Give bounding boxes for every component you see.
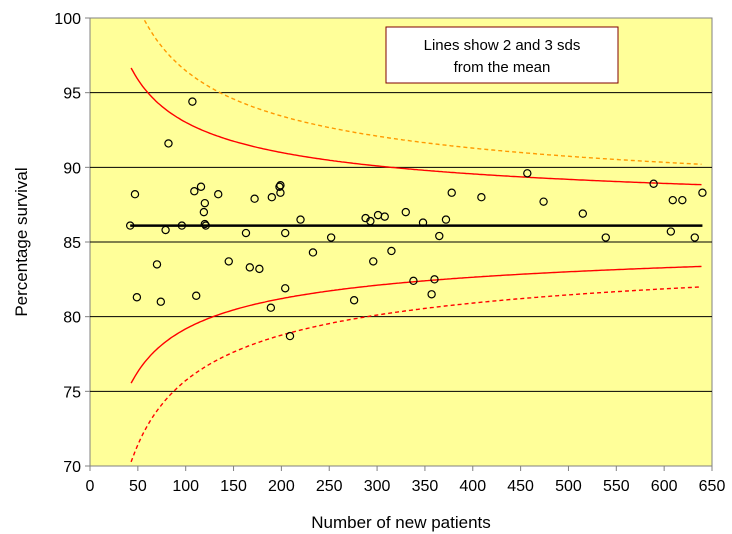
x-tick-label: 550 [603, 478, 630, 495]
data-point [196, 182, 206, 191]
data-point [447, 188, 456, 197]
annotation-line-2: from the mean [454, 59, 551, 76]
data-point [276, 181, 285, 190]
data-point [164, 139, 173, 148]
data-point [192, 291, 201, 300]
data-point [161, 225, 170, 235]
data-point [266, 303, 276, 312]
data-point [241, 228, 251, 238]
data-point [326, 233, 336, 242]
data-point [188, 97, 197, 106]
data-point [190, 187, 199, 196]
data-point [200, 198, 210, 208]
x-axis: 0 50 100 150 200 250 300 350 400 450 500 550 600 650 [86, 466, 726, 495]
data-point [690, 233, 699, 242]
y-tick-label: 80 [63, 310, 81, 327]
data-point [199, 207, 209, 217]
y-axis: 70 75 80 85 90 95 100 [54, 11, 90, 476]
data-point [698, 188, 707, 197]
data-point [409, 276, 418, 286]
data-point [430, 275, 439, 284]
y-tick-label: 90 [63, 160, 81, 177]
data-point [250, 194, 259, 203]
x-tick-label: 50 [129, 478, 147, 495]
annotation-line-1: Lines show 2 and 3 sds [424, 37, 581, 54]
data-point [296, 215, 305, 224]
data-point [132, 293, 142, 302]
data-point [427, 290, 436, 299]
x-tick-label: 200 [268, 478, 295, 495]
data-point [267, 192, 277, 202]
x-tick-label: 450 [507, 478, 534, 495]
data-point [200, 219, 210, 229]
data-point [201, 221, 210, 230]
data-point [523, 169, 532, 178]
x-tick-label: 150 [220, 478, 247, 495]
data-point [255, 264, 264, 274]
data-point [435, 231, 444, 241]
data-point [539, 197, 548, 206]
y-tick-label: 70 [63, 459, 81, 476]
x-tick-label: 500 [555, 478, 582, 495]
gridlines [90, 92, 712, 392]
data-points [125, 97, 707, 341]
x-tick-label: 400 [459, 478, 486, 495]
limit-curve-upper-3sd [143, 19, 702, 165]
data-point [578, 209, 588, 218]
data-point [387, 246, 396, 256]
data-point [418, 218, 428, 227]
data-point [275, 182, 284, 191]
limit-curves [130, 19, 702, 463]
x-tick-label: 600 [651, 478, 678, 495]
y-tick-label: 100 [54, 11, 81, 28]
data-point [245, 263, 255, 272]
data-point [477, 192, 486, 202]
data-point [369, 257, 378, 266]
data-point [666, 227, 676, 236]
x-axis-label: Number of new patients [311, 513, 491, 532]
data-point [152, 260, 162, 269]
data-point [366, 216, 375, 226]
x-tick-label: 300 [364, 478, 391, 495]
x-tick-label: 0 [86, 478, 95, 495]
limit-curve-upper-2sd [130, 67, 702, 186]
data-point [281, 228, 290, 238]
x-tick-label: 250 [316, 478, 343, 495]
data-point [214, 190, 223, 199]
data-point [349, 296, 359, 305]
data-point [281, 284, 290, 293]
data-point [601, 233, 610, 242]
y-axis-label: Percentage survival [12, 167, 31, 316]
data-point [441, 215, 451, 224]
data-point [678, 195, 687, 205]
data-point [668, 195, 677, 205]
y-tick-label: 85 [63, 235, 81, 252]
data-point [401, 207, 410, 217]
x-tick-label: 100 [172, 478, 199, 495]
data-point [177, 221, 187, 230]
y-tick-label: 95 [63, 86, 81, 103]
data-point [285, 331, 295, 341]
y-tick-label: 75 [63, 384, 81, 401]
limit-curve-lower-3sd [130, 286, 702, 463]
data-point [130, 190, 140, 199]
data-point [224, 257, 233, 266]
annotation-box: Lines show 2 and 3 sds from the mean [385, 26, 619, 84]
x-tick-label: 650 [699, 478, 726, 495]
data-point [308, 248, 318, 257]
data-point [380, 212, 389, 221]
x-tick-label: 350 [412, 478, 439, 495]
data-point [125, 221, 135, 230]
data-point [156, 297, 166, 306]
data-point [649, 179, 658, 188]
limit-curve-lower-2sd [130, 265, 702, 384]
